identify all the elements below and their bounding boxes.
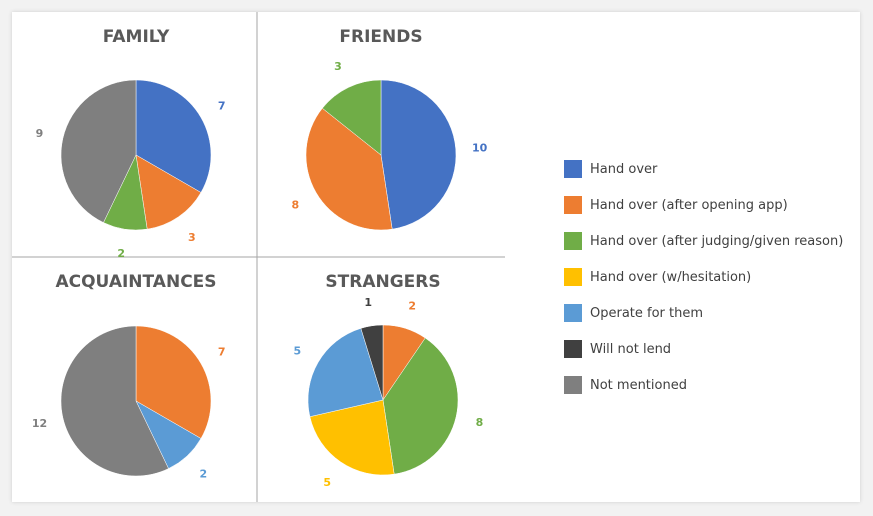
acquaintances-label-not-mentioned: 12	[32, 417, 47, 430]
strangers-title: STRANGERS	[325, 272, 440, 292]
friends-label-hand-over: 10	[472, 142, 488, 155]
friends-slice-hand-over-after-judging-given-reason	[322, 79, 382, 156]
legend-label: Hand over (after judging/given reason)	[590, 233, 844, 249]
legend-item-operate-for-them: Operate for them	[564, 295, 864, 331]
legend-item-hand-over-w-hesitation: Hand over (w/hesitation)	[564, 259, 864, 295]
family-slice-not-mentioned	[60, 79, 137, 223]
strangers-label-hand-over-after-judging-given-reason: 8	[476, 416, 484, 429]
family-label-not-mentioned: 9	[36, 127, 44, 140]
friends-slice-hand-over	[380, 79, 457, 230]
friends-title: FRIENDS	[339, 27, 422, 47]
legend-swatch	[564, 232, 582, 250]
legend-item-not-mentioned: Not mentioned	[564, 367, 864, 403]
chart-card: FAMILY 7 3 2 9 FRIENDS 10 8 3 ACQUAINTANCES 7 2 12 ST…	[12, 12, 860, 502]
legend-swatch	[564, 304, 582, 322]
family-label-hand-over: 7	[218, 100, 226, 113]
acquaintances-slice-not-mentioned	[60, 325, 169, 477]
strangers-label-hand-over-after-opening-app: 2	[408, 299, 416, 312]
strangers-slice-hand-over-w-hesitation	[309, 399, 395, 476]
friends-slice-hand-over-after-opening-app	[305, 107, 393, 231]
family-title: FAMILY	[103, 27, 170, 47]
family-slice-hand-over-after-opening-app	[135, 154, 202, 230]
legend-item-will-not-lend: Will not lend	[564, 331, 864, 367]
legend-label: Hand over (w/hesitation)	[590, 269, 752, 285]
strangers-label-operate-for-them: 5	[293, 345, 301, 358]
legend-item-hand-over-after-opening-app: Hand over (after opening app)	[564, 187, 864, 223]
strangers-slice-operate-for-them	[307, 328, 384, 417]
strangers-slice-hand-over-after-judging-given-reason	[382, 337, 459, 475]
legend-swatch	[564, 340, 582, 358]
legend: Hand over Hand over (after opening app) Ha…	[564, 151, 864, 403]
family-label-hand-over-after-judging-given-reason: 2	[117, 247, 125, 260]
acquaintances-label-operate-for-them: 2	[199, 468, 207, 481]
legend-swatch	[564, 268, 582, 286]
legend-item-hand-over: Hand over	[564, 151, 864, 187]
acquaintances-slice-hand-over-after-opening-app	[135, 325, 212, 439]
legend-label: Not mentioned	[590, 377, 687, 393]
pie-charts: FAMILY7329FRIENDS1083ACQUAINTANCES7212ST…	[12, 12, 505, 502]
legend-label: Hand over	[590, 161, 658, 177]
legend-swatch	[564, 160, 582, 178]
legend-swatch	[564, 196, 582, 214]
legend-item-hand-over-after-judging-given-reason: Hand over (after judging/given reason)	[564, 223, 864, 259]
family-slice-hand-over	[135, 79, 212, 193]
strangers-label-will-not-lend: 1	[364, 296, 372, 309]
strangers-slice-will-not-lend	[360, 324, 384, 401]
strangers-label-hand-over-w-hesitation: 5	[323, 476, 331, 489]
legend-label: Operate for them	[590, 305, 704, 321]
friends-label-hand-over-after-opening-app: 8	[291, 199, 299, 212]
legend-swatch	[564, 376, 582, 394]
legend-label: Will not lend	[590, 341, 672, 357]
family-label-hand-over-after-opening-app: 3	[188, 231, 196, 244]
legend-label: Hand over (after opening app)	[590, 197, 788, 213]
acquaintances-label-hand-over-after-opening-app: 7	[218, 346, 226, 359]
acquaintances-title: ACQUAINTANCES	[55, 272, 216, 292]
friends-label-hand-over-after-judging-given-reason: 3	[334, 60, 342, 73]
